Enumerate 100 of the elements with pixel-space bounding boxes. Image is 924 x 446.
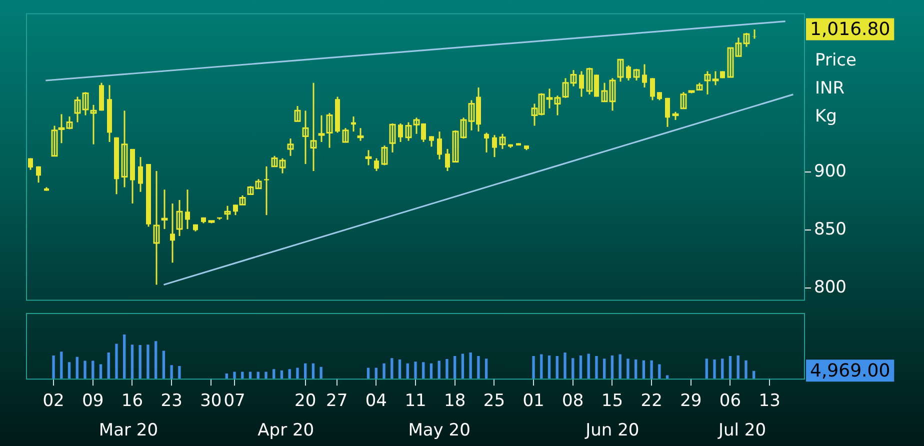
bar xyxy=(484,358,488,379)
candlestick xyxy=(499,133,506,150)
bar xyxy=(146,344,150,379)
bar xyxy=(52,356,55,379)
bar xyxy=(454,356,456,379)
bar xyxy=(430,363,433,379)
x-tick-label: 29 xyxy=(680,391,702,412)
x-tick-label: 27 xyxy=(326,391,348,412)
bar xyxy=(438,360,440,379)
x-tick-label: 23 xyxy=(160,391,182,412)
bar xyxy=(374,368,378,379)
bar xyxy=(744,360,748,379)
bar xyxy=(107,352,110,379)
bar xyxy=(60,352,63,379)
bar xyxy=(154,341,158,379)
bar xyxy=(626,358,630,379)
bar xyxy=(390,358,394,379)
bar xyxy=(366,368,370,379)
bar xyxy=(610,356,614,379)
candlestick xyxy=(381,144,388,166)
bar xyxy=(170,365,173,379)
x-tick-label: 07 xyxy=(224,391,246,412)
bar xyxy=(406,363,409,379)
candlestick xyxy=(633,68,640,82)
candlestick xyxy=(153,170,160,286)
x-tick-label: 02 xyxy=(42,391,64,412)
bar xyxy=(414,362,417,379)
bar xyxy=(618,354,622,379)
bar xyxy=(728,356,732,379)
candlestick xyxy=(224,205,231,220)
bar xyxy=(92,360,94,379)
x-tick-label: 08 xyxy=(562,391,584,412)
bar xyxy=(398,359,402,379)
y-tick-label: 800 xyxy=(814,278,846,298)
bar xyxy=(68,362,71,379)
bar xyxy=(556,356,558,379)
y-tick-label: 900 xyxy=(814,162,846,182)
x-tick-label: 01 xyxy=(522,391,544,412)
x-tick-label: 20 xyxy=(294,391,316,412)
bar xyxy=(579,356,582,379)
candlestick xyxy=(302,110,309,165)
bar xyxy=(382,363,386,379)
x-tick-label: 15 xyxy=(601,391,624,412)
x-tick-label: 25 xyxy=(483,391,506,412)
candlestick xyxy=(287,138,294,157)
x-tick-label: 13 xyxy=(758,391,780,412)
bar xyxy=(99,364,102,379)
bar xyxy=(272,369,276,379)
bar xyxy=(634,359,638,379)
x-tick-label: 09 xyxy=(82,391,104,412)
bar xyxy=(115,344,118,379)
bar xyxy=(296,368,299,379)
text: 4,969.00 xyxy=(810,360,890,382)
bar xyxy=(713,359,716,379)
x-tick-label: 16 xyxy=(121,391,144,412)
bar xyxy=(320,366,322,379)
bar xyxy=(248,372,252,379)
bar xyxy=(233,372,236,379)
candlestick xyxy=(310,82,317,172)
x-tick-label: 06 xyxy=(719,391,742,412)
y-axis-title: Price INR Kg xyxy=(815,50,856,127)
x-tick-label: 18 xyxy=(444,391,466,412)
bar xyxy=(540,354,543,379)
bar xyxy=(572,358,574,379)
bar xyxy=(280,370,284,379)
bar xyxy=(564,352,566,379)
bar xyxy=(595,356,598,379)
bar xyxy=(477,356,480,379)
bar xyxy=(603,358,606,379)
bar xyxy=(256,372,260,379)
text: Jun 20 xyxy=(584,420,640,440)
candlestick xyxy=(357,127,364,142)
bar xyxy=(422,362,425,379)
bar xyxy=(84,360,86,379)
bar xyxy=(658,364,661,379)
x-tick-label: 11 xyxy=(404,391,426,412)
bar xyxy=(469,352,472,379)
bar xyxy=(312,363,315,379)
bar xyxy=(650,360,653,379)
bar xyxy=(241,372,244,379)
bar xyxy=(666,375,669,379)
bar xyxy=(705,358,708,379)
candlestick xyxy=(617,58,624,82)
candlestick xyxy=(176,199,183,237)
bar xyxy=(752,370,756,379)
candlestick xyxy=(680,91,687,110)
candlestick xyxy=(121,110,128,188)
bar xyxy=(225,373,228,379)
bar xyxy=(721,358,724,379)
candlestick xyxy=(365,149,372,166)
x-tick-label: 30 xyxy=(200,391,222,412)
bar xyxy=(178,366,181,379)
bar xyxy=(587,354,590,379)
x-tick-label: 22 xyxy=(640,391,662,412)
bar xyxy=(76,356,78,379)
bar xyxy=(532,356,535,379)
bar xyxy=(446,359,448,379)
bar xyxy=(288,369,291,379)
text: Jul 20 xyxy=(717,420,766,440)
candlestick xyxy=(161,188,168,230)
